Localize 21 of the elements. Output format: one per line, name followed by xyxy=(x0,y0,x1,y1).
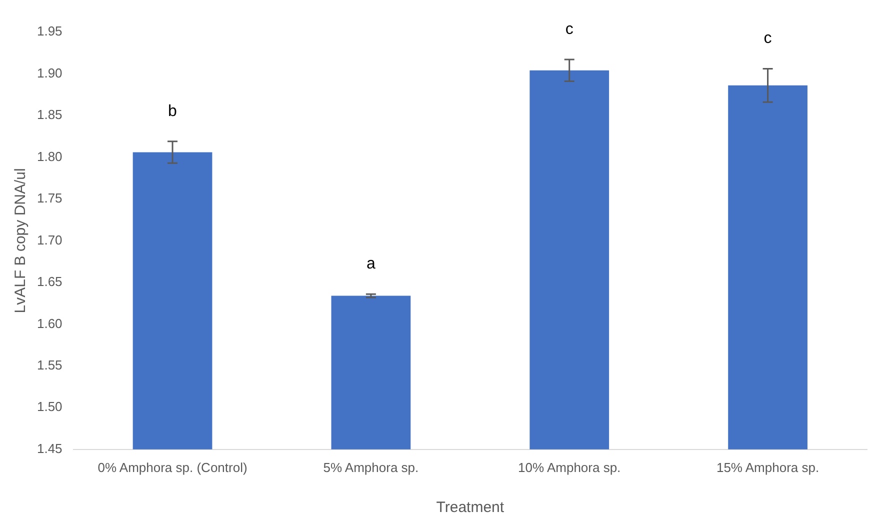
annotation: b xyxy=(168,102,178,120)
annotation: a xyxy=(366,256,376,273)
x-tick-label: 10% Amphora sp. xyxy=(518,460,621,475)
y-tick-label: 1.65 xyxy=(36,274,62,290)
y-tick-label: 1.45 xyxy=(36,440,62,456)
annotation: c xyxy=(764,30,772,48)
y-tick-label: 1.75 xyxy=(36,190,62,206)
y-tick-label: 1.60 xyxy=(36,316,62,331)
y-tick-label: 1.55 xyxy=(36,358,62,372)
x-tick-label: 0% Amphora sp. (Control) xyxy=(98,460,248,475)
y-tick-label: 1.95 xyxy=(36,24,62,39)
y-tick-label: 1.80 xyxy=(36,148,62,164)
x-tick-label: 5% Amphora sp. xyxy=(323,460,419,475)
y-tick-label: 1.90 xyxy=(36,65,62,80)
y-tick-label: 1.70 xyxy=(36,232,62,248)
annotation: c xyxy=(565,20,574,38)
y-tick-label: 1.85 xyxy=(36,107,62,122)
y-axis-title: LvALF B copy DNA/ul xyxy=(12,168,30,314)
x-axis-title: Treatment xyxy=(436,499,505,516)
y-tick-label: 1.50 xyxy=(36,399,62,414)
x-tick-label: 15% Amphora sp. xyxy=(716,460,820,475)
